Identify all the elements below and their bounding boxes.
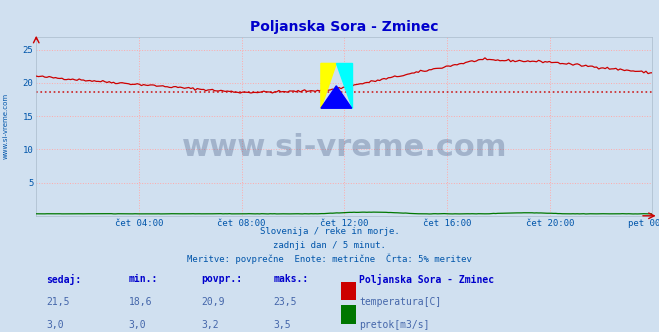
Text: Meritve: povprečne  Enote: metrične  Črta: 5% meritev: Meritve: povprečne Enote: metrične Črta:… [187,254,472,265]
Polygon shape [321,86,352,108]
Text: maks.:: maks.: [273,274,308,284]
Text: 3,0: 3,0 [46,320,64,330]
Polygon shape [336,63,352,108]
Text: temperatura[C]: temperatura[C] [359,297,442,307]
Text: 3,2: 3,2 [201,320,219,330]
Text: sedaj:: sedaj: [46,274,81,285]
Text: Poljanska Sora - Zminec: Poljanska Sora - Zminec [359,274,494,285]
Text: 21,5: 21,5 [46,297,70,307]
Text: 3,5: 3,5 [273,320,291,330]
Text: povpr.:: povpr.: [201,274,242,284]
Text: 20,9: 20,9 [201,297,225,307]
Polygon shape [321,63,336,108]
Text: 23,5: 23,5 [273,297,297,307]
Text: www.si-vreme.com: www.si-vreme.com [182,133,507,162]
Text: 18,6: 18,6 [129,297,152,307]
Text: min.:: min.: [129,274,158,284]
Text: www.si-vreme.com: www.si-vreme.com [2,93,9,159]
Text: Slovenija / reke in morje.: Slovenija / reke in morje. [260,227,399,236]
Title: Poljanska Sora - Zminec: Poljanska Sora - Zminec [250,20,439,34]
Text: zadnji dan / 5 minut.: zadnji dan / 5 minut. [273,241,386,250]
Text: pretok[m3/s]: pretok[m3/s] [359,320,430,330]
Text: 3,0: 3,0 [129,320,146,330]
